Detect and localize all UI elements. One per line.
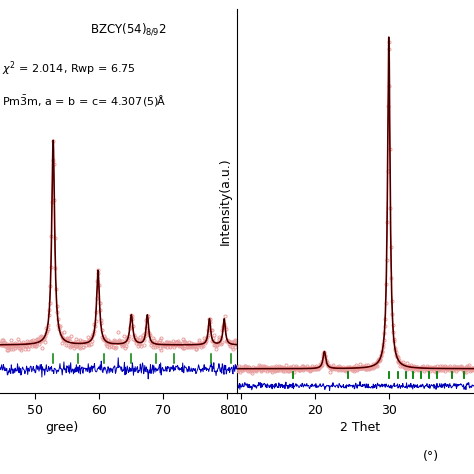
Text: Pm$\bar{3}$m, a = b = c= 4.307(5)Å: Pm$\bar{3}$m, a = b = c= 4.307(5)Å: [2, 94, 167, 109]
Y-axis label: Intensity(a.u.): Intensity(a.u.): [219, 158, 231, 245]
Text: (°): (°): [423, 450, 439, 463]
Text: $\chi^2$ = 2.014, Rwp = 6.75: $\chi^2$ = 2.014, Rwp = 6.75: [2, 59, 136, 78]
Text: 2 Thet: 2 Thet: [340, 421, 380, 434]
Text: BZCY(54)$_{8/9}$2: BZCY(54)$_{8/9}$2: [90, 21, 167, 36]
Text: gree): gree): [45, 421, 78, 434]
